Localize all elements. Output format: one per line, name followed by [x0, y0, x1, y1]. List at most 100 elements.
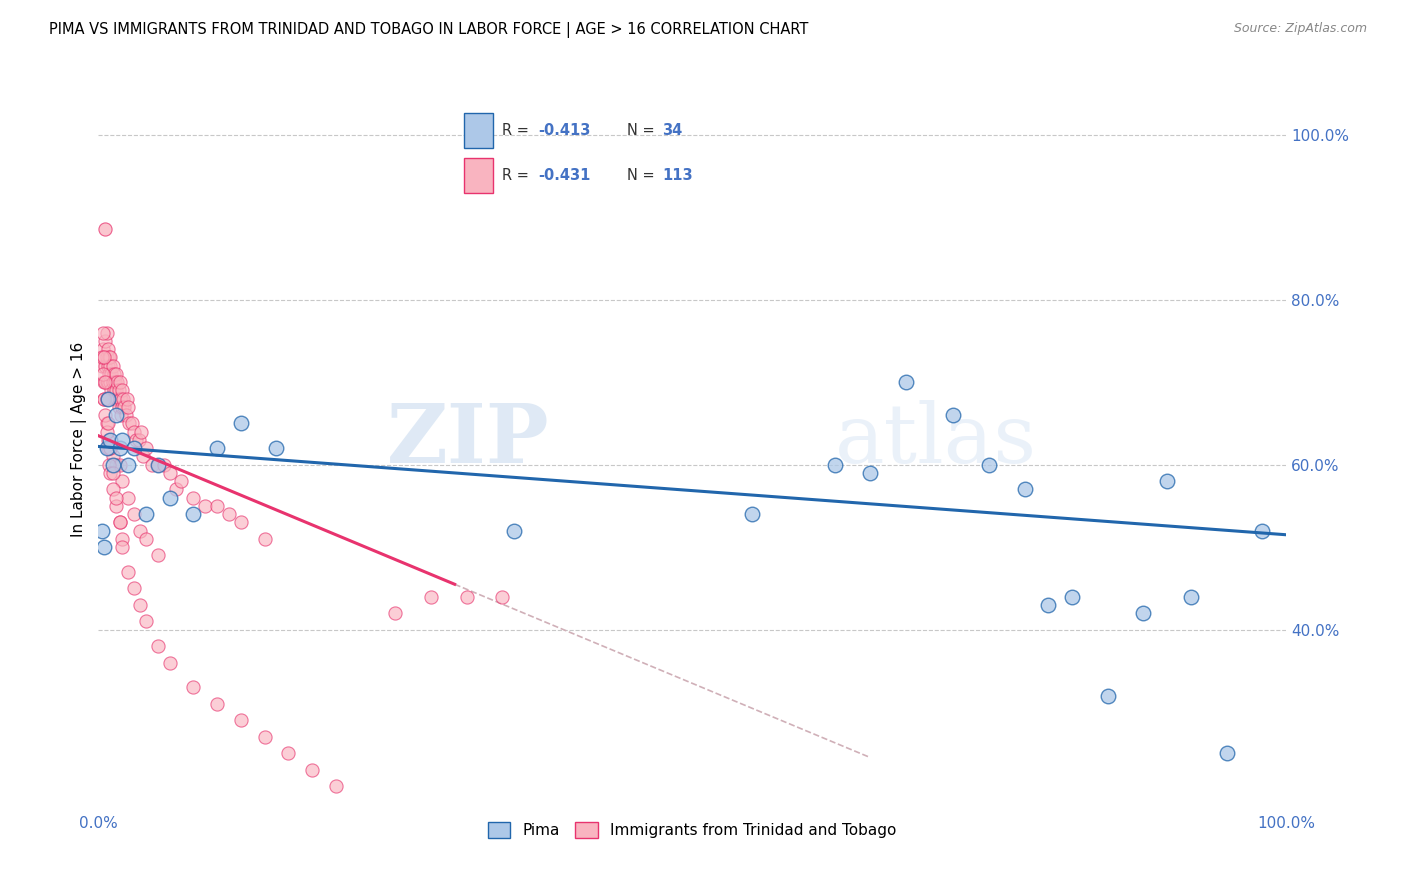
Point [122, 425, 145, 439]
Point [98, 433, 121, 447]
Point [741, 507, 763, 521]
Point [96, 425, 118, 439]
Point [94, 375, 117, 389]
Point [125, 433, 148, 447]
Point [103, 367, 125, 381]
Point [110, 392, 132, 406]
Point [111, 540, 134, 554]
Point [1062, 590, 1084, 604]
Text: atlas: atlas [835, 400, 1036, 480]
Point [96, 326, 118, 340]
Point [111, 433, 134, 447]
Point [97, 417, 120, 431]
Point [94, 408, 117, 422]
Point [146, 549, 169, 563]
Point [266, 441, 288, 455]
Point [229, 417, 252, 431]
Point [101, 458, 124, 472]
Point [146, 639, 169, 653]
Point [108, 516, 131, 530]
Point [91, 326, 114, 340]
Point [129, 598, 152, 612]
Point [253, 532, 276, 546]
Point [277, 747, 299, 761]
Point [105, 499, 128, 513]
Point [111, 400, 134, 414]
Point [98, 367, 121, 381]
Point [104, 392, 127, 406]
Point [159, 466, 181, 480]
Point [1132, 606, 1154, 620]
Point [117, 458, 139, 472]
Point [183, 681, 205, 695]
Point [97, 441, 120, 455]
Point [94, 222, 117, 236]
Point [165, 483, 187, 497]
Point [384, 606, 406, 620]
Point [205, 499, 228, 513]
Point [103, 384, 125, 398]
Point [111, 474, 134, 488]
Point [98, 441, 121, 455]
Point [94, 359, 117, 373]
Text: Source: ZipAtlas.com: Source: ZipAtlas.com [1233, 22, 1367, 36]
Point [141, 458, 163, 472]
Point [183, 507, 205, 521]
Point [97, 433, 120, 447]
Point [170, 474, 193, 488]
Point [101, 466, 124, 480]
Point [101, 450, 124, 464]
Point [93, 540, 115, 554]
Point [98, 351, 121, 365]
Point [146, 458, 169, 472]
Legend: Pima, Immigrants from Trinidad and Tobago: Pima, Immigrants from Trinidad and Tobag… [481, 816, 903, 845]
Point [325, 780, 347, 794]
Point [218, 507, 240, 521]
Point [94, 334, 117, 348]
Point [108, 516, 131, 530]
Point [128, 433, 150, 447]
Point [108, 392, 131, 406]
Point [97, 375, 120, 389]
Point [942, 408, 965, 422]
Point [108, 458, 131, 472]
Point [98, 359, 121, 373]
Point [122, 507, 145, 521]
Point [117, 491, 139, 505]
Point [159, 491, 181, 505]
Point [503, 524, 526, 538]
Point [101, 483, 124, 497]
Point [105, 384, 128, 398]
Point [194, 499, 217, 513]
Point [205, 697, 228, 711]
Point [122, 582, 145, 596]
Point [1097, 689, 1119, 703]
Point [108, 375, 131, 389]
Point [135, 507, 157, 521]
Point [105, 375, 128, 389]
Point [97, 342, 120, 356]
Point [90, 351, 112, 365]
Point [96, 392, 118, 406]
Point [105, 458, 128, 472]
Point [104, 375, 127, 389]
Point [96, 375, 118, 389]
Y-axis label: In Labor Force | Age > 16: In Labor Force | Age > 16 [72, 343, 87, 538]
Point [90, 359, 112, 373]
Point [1215, 747, 1237, 761]
Point [135, 615, 157, 629]
Point [111, 384, 134, 398]
Point [105, 408, 128, 422]
Point [107, 384, 129, 398]
Point [91, 342, 114, 356]
Point [98, 375, 121, 389]
Point [98, 441, 121, 455]
Point [135, 441, 157, 455]
Point [229, 714, 252, 728]
Point [491, 590, 513, 604]
Point [118, 417, 141, 431]
Point [977, 458, 1000, 472]
Point [114, 408, 136, 422]
Point [1251, 524, 1274, 538]
Point [98, 351, 121, 365]
